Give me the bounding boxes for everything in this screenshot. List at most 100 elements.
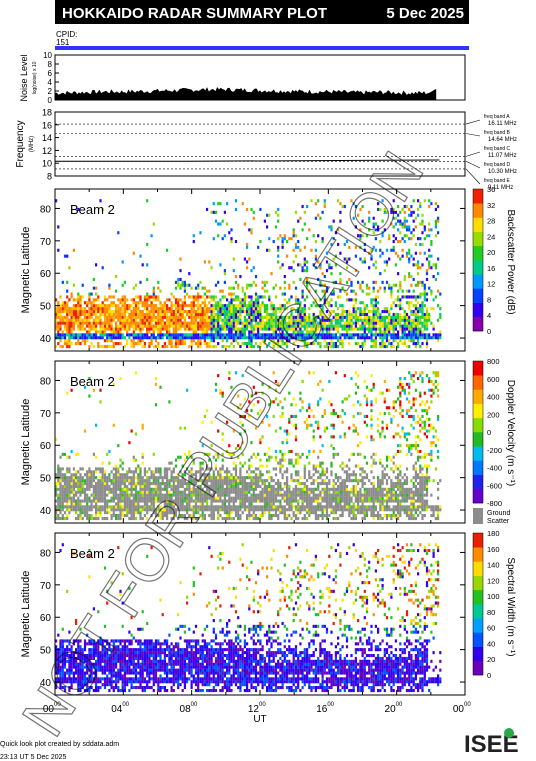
scatter-cell	[154, 403, 158, 407]
scatter-cell	[270, 484, 273, 488]
power-colorbar-tick: 0	[487, 327, 491, 336]
scatter-cell	[172, 324, 175, 328]
scatter-cell	[146, 517, 149, 521]
scatter-cell	[110, 301, 113, 305]
scatter-cell	[341, 307, 344, 311]
scatter-cell	[290, 333, 293, 337]
scatter-cell	[59, 487, 62, 491]
scatter-cell	[192, 505, 195, 509]
scatter-cell	[70, 482, 73, 486]
scatter-cell	[414, 295, 417, 299]
scatter-cell	[214, 508, 218, 512]
scatter-cell	[237, 479, 240, 483]
scatter-cell	[232, 496, 235, 500]
scatter-cell	[299, 409, 302, 413]
scatter-cell	[385, 324, 389, 328]
scatter-cell	[188, 479, 191, 483]
scatter-cell	[268, 315, 271, 319]
scatter-cell	[106, 327, 109, 331]
scatter-cell	[261, 324, 264, 328]
scatter-cell	[112, 476, 115, 480]
scatter-cell	[303, 342, 306, 346]
scatter-cell	[197, 508, 200, 512]
scatter-cell	[290, 517, 293, 521]
scatter-cell	[55, 490, 58, 494]
scatter-cell	[252, 452, 255, 456]
scatter-cell	[292, 327, 295, 331]
scatter-cell	[143, 487, 146, 491]
scatter-cell	[194, 490, 198, 494]
scatter-cell	[332, 219, 335, 223]
scatter-cell	[221, 324, 224, 328]
scatter-cell	[368, 216, 371, 220]
scatter-cell	[163, 487, 166, 491]
scatter-cell	[157, 467, 160, 471]
scatter-cell	[130, 476, 133, 480]
scatter-cell	[246, 499, 249, 503]
scatter-cell	[168, 400, 171, 404]
scatter-cell	[143, 321, 146, 325]
scatter-cell	[321, 482, 324, 486]
scatter-cell	[388, 333, 391, 337]
scatter-cell	[334, 304, 337, 308]
scatter-cell	[95, 312, 98, 316]
scatter-cell	[77, 327, 80, 331]
scatter-cell	[119, 482, 122, 486]
scatter-cell	[317, 324, 320, 328]
scatter-cell	[237, 304, 240, 308]
scatter-cell	[181, 324, 184, 328]
scatter-cell	[243, 342, 246, 346]
scatter-cell	[219, 482, 222, 486]
scatter-cell	[152, 476, 155, 480]
scatter-cell	[246, 283, 249, 287]
scatter-cell	[330, 339, 333, 343]
scatter-cell	[121, 473, 124, 477]
scatter-cell	[317, 517, 320, 521]
scatter-cell	[294, 496, 298, 500]
scatter-cell	[259, 318, 262, 322]
scatter-cell	[230, 240, 233, 244]
scatter-cell	[306, 324, 309, 328]
scatter-cell	[239, 514, 242, 518]
scatter-cell	[183, 487, 186, 491]
scatter-cell	[437, 304, 440, 308]
scatter-cell	[392, 234, 395, 238]
scatter-cell	[270, 272, 273, 276]
scatter-cell	[330, 324, 333, 328]
scatter-cell	[75, 505, 78, 509]
scatter-cell	[272, 286, 275, 290]
scatter-cell	[214, 505, 218, 509]
scatter-cell	[414, 324, 417, 328]
scatter-cell	[243, 301, 246, 305]
scatter-cell	[288, 496, 291, 500]
scatter-cell	[146, 315, 149, 319]
scatter-cell	[166, 508, 169, 512]
scatter-cell	[174, 321, 178, 325]
scatter-cell	[321, 490, 324, 494]
scatter-cell	[214, 345, 218, 349]
scatter-cell	[168, 484, 171, 488]
scatter-cell	[317, 476, 320, 480]
scatter-cell	[95, 505, 98, 509]
scatter-cell	[357, 234, 360, 238]
scatter-cell	[212, 508, 215, 512]
scatter-cell	[301, 400, 304, 404]
scatter-cell	[257, 336, 260, 340]
scatter-cell	[232, 482, 235, 486]
scatter-cell	[250, 324, 253, 328]
scatter-cell	[321, 307, 324, 311]
power-colorbar-frame	[472, 188, 484, 332]
scatter-cell	[163, 496, 166, 500]
scatter-cell	[63, 339, 67, 343]
scatter-cell	[101, 336, 104, 340]
scatter-cell	[325, 467, 329, 471]
scatter-cell	[243, 493, 246, 497]
scatter-cell	[368, 315, 371, 319]
scatter-cell	[197, 496, 200, 500]
scatter-cell	[168, 342, 171, 346]
scatter-cell	[77, 298, 80, 302]
scatter-cell	[417, 312, 420, 316]
scatter-cell	[357, 307, 360, 311]
scatter-cell	[330, 242, 333, 246]
